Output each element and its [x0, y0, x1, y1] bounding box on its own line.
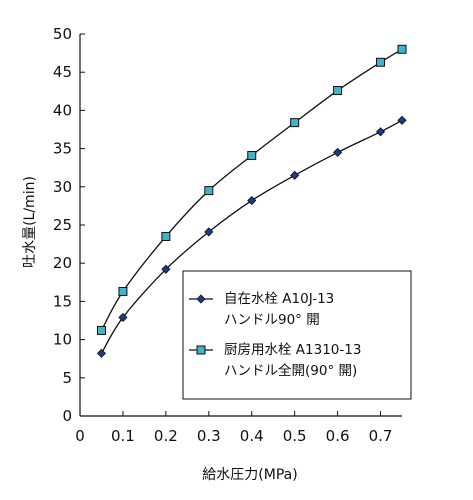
x-tick-label: 0.5: [283, 427, 307, 445]
x-tick-label: 0.3: [197, 427, 221, 445]
data-point-series-2: [161, 231, 171, 241]
legend-entry-series-1: 自在水栓 A10J-13 ハンドル90° 開: [189, 291, 334, 328]
x-axis-label: 給水圧力(MPa): [202, 467, 297, 483]
data-point-series-1: [247, 195, 257, 206]
legend-label-series-2: 厨房用水栓 A1310-13: [224, 342, 361, 358]
x-tick-label: 0.1: [111, 427, 135, 445]
data-point-series-2: [118, 286, 128, 296]
y-tick-label: 20: [53, 254, 72, 272]
y-tick-label: 40: [53, 101, 72, 119]
x-tick-label: 0.2: [154, 427, 178, 445]
y-tick-label: 50: [53, 25, 72, 43]
data-point-series-2: [376, 57, 386, 67]
data-point-series-2: [333, 86, 343, 96]
legend-entry-series-2: 厨房用水栓 A1310-13 ハンドル全開(90° 開): [189, 342, 361, 379]
legend-sublabel-series-1: ハンドル90° 開: [224, 312, 320, 328]
legend-marker-series-2: [196, 345, 206, 355]
y-axis-label: 吐水量(L/min): [22, 176, 38, 268]
data-point-series-2: [247, 150, 257, 160]
y-tick-label: 25: [53, 216, 72, 234]
legend: 自在水栓 A10J-13 ハンドル90° 開 厨房用水栓 A1310-13 ハン…: [182, 270, 412, 400]
y-tick-label: 0: [62, 407, 72, 425]
y-tick-label: 45: [53, 63, 72, 81]
data-point-series-1: [96, 348, 107, 358]
data-point-series-2: [290, 118, 300, 128]
legend-label-series-1: 自在水栓 A10J-13: [224, 291, 334, 307]
x-tick-label: 0.6: [326, 427, 350, 445]
data-point-series-2: [204, 186, 214, 196]
data-point-series-1: [290, 170, 300, 180]
legend-marker-series-1: [196, 294, 206, 304]
y-tick-label: 35: [53, 140, 72, 158]
y-tick-label: 15: [53, 292, 72, 310]
y-tick-label: 10: [53, 331, 72, 349]
x-tick-label: 0.4: [240, 427, 264, 445]
data-point-series-2: [96, 325, 106, 335]
series-markers: [96, 44, 407, 358]
x-tick-label: 0.7: [369, 427, 393, 445]
x-tick-label: 0: [75, 427, 85, 445]
data-point-series-1: [397, 115, 407, 125]
data-point-series-1: [333, 147, 343, 157]
legend-box: [182, 270, 412, 400]
data-point-series-1: [375, 127, 386, 137]
data-point-series-2: [397, 44, 407, 54]
data-point-series-1: [204, 227, 214, 237]
y-tick-label: 30: [53, 178, 72, 196]
legend-sublabel-series-2: ハンドル全開(90° 開): [224, 362, 357, 379]
x-axis-ticks: 0 0.1 0.2 0.3 0.4 0.5 0.6 0.7: [75, 411, 392, 445]
y-tick-label: 5: [62, 369, 72, 387]
data-point-series-1: [118, 312, 128, 323]
y-axis-ticks: 0 5 10 15 20 25 30 35 40 45 50: [53, 25, 85, 425]
data-point-series-1: [161, 264, 171, 274]
